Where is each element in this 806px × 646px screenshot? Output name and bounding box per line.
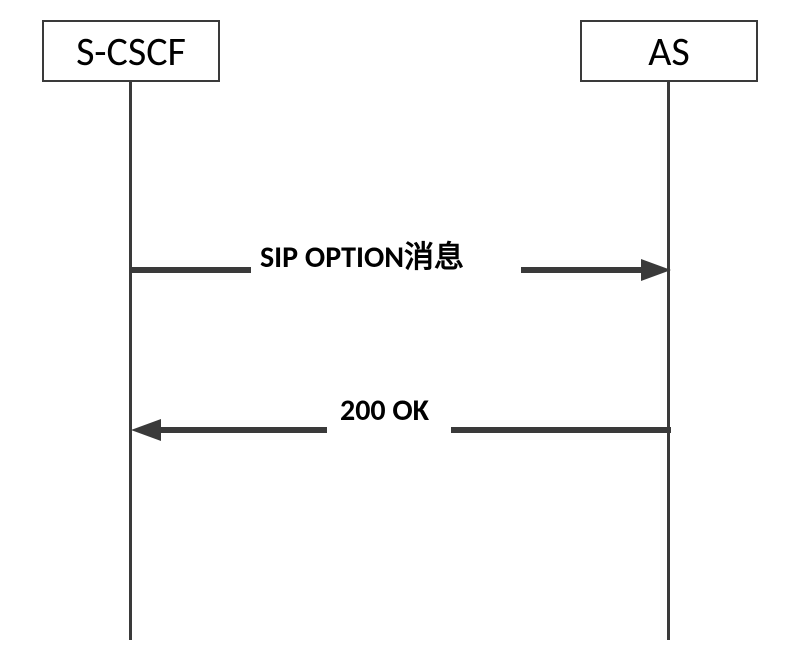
message-arrow-200-ok [131, 417, 671, 443]
actor-label-scscf: S-CSCF [76, 27, 186, 76]
actor-box-scscf: S-CSCF [42, 20, 220, 82]
message-arrow-sip-option [131, 257, 671, 283]
lifeline-as [667, 82, 670, 640]
actor-box-as: AS [580, 20, 758, 82]
sequence-diagram: S-CSCF AS SIP OPTION消息 200 OK [0, 0, 806, 646]
lifeline-scscf [129, 82, 132, 640]
actor-label-as: AS [648, 27, 690, 76]
